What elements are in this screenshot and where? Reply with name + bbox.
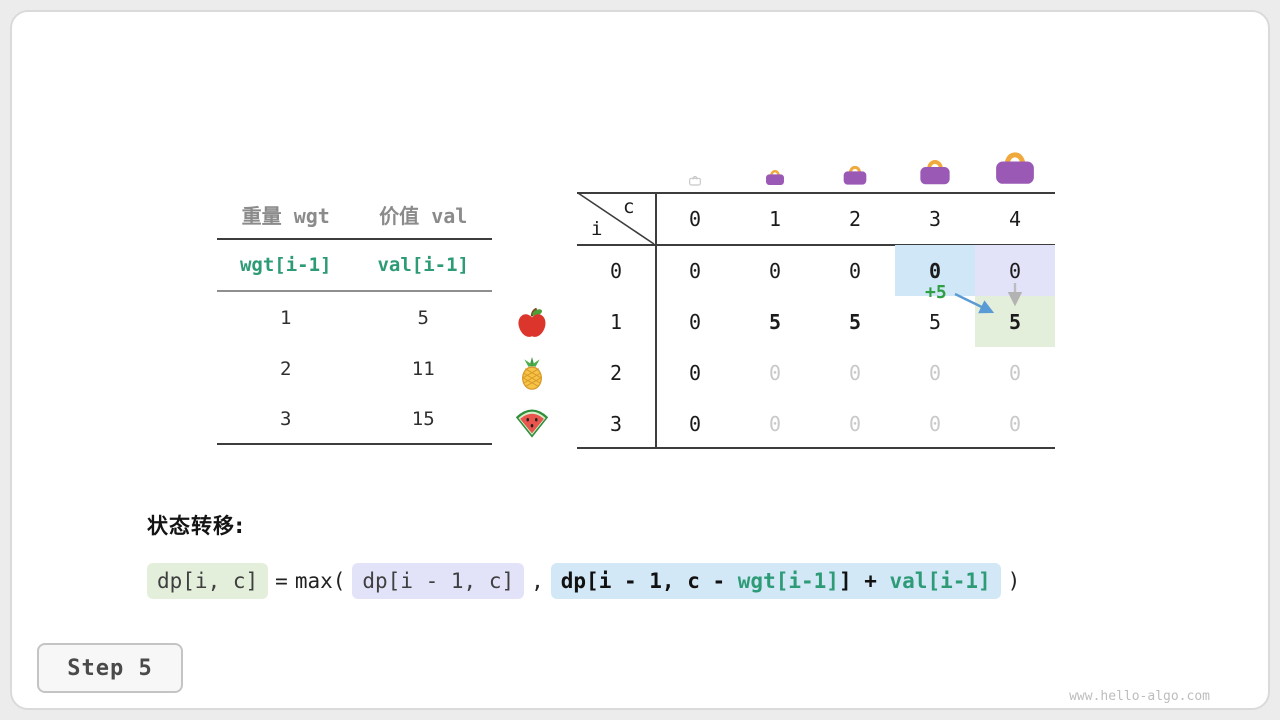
dp-cell-source-blue: 0: [895, 245, 975, 296]
dp-row-header: 0: [609, 258, 623, 283]
dp-cell: 0: [688, 411, 702, 436]
dp-cell: 5: [768, 309, 782, 334]
step-badge: Step 5: [37, 643, 183, 693]
dp-cell: 0: [928, 411, 942, 436]
dp-top-rule: [577, 192, 1055, 194]
dp-col-header: 3: [928, 206, 942, 231]
dp-cell: 5: [848, 309, 862, 334]
corner-diagonal: [577, 192, 655, 245]
dp-cell: 0: [768, 411, 782, 436]
items-table-row: 1 5: [217, 292, 492, 343]
watermelon-icon: [515, 407, 549, 441]
dp-table: c i 0 1 2 3 4 0 1 2 3 0 0 0 0 0 0 5 5 5 …: [577, 192, 1055, 449]
dp-bottom-rule: [577, 447, 1055, 449]
formula-arg2-chip: dp[i - 1, c - wgt[i-1]] + val[i-1]: [550, 563, 1001, 599]
item-val: 11: [411, 357, 435, 380]
formula-arg2-wgt: wgt[i-1]: [737, 569, 839, 593]
bag-icon-lg: [917, 155, 953, 186]
items-formula-val: val[i-1]: [377, 254, 469, 276]
bag-icon-xl: [992, 146, 1038, 186]
items-header-weight: 重量 wgt: [241, 203, 330, 228]
formula-close-paren: ): [1007, 569, 1021, 593]
items-table-row: 2 11: [217, 343, 492, 394]
dp-cell-current-green: 5: [975, 296, 1055, 347]
formula-max-open: max(: [294, 569, 346, 593]
item-wgt: 3: [280, 407, 292, 430]
dp-cell: 0: [1008, 411, 1022, 436]
dp-cell: 0: [848, 360, 862, 385]
formula-comma: ,: [531, 569, 544, 593]
dp-row-header: 1: [609, 309, 623, 334]
dp-cell: 0: [688, 360, 702, 385]
dp-cell: 0: [768, 360, 782, 385]
corner-col-var: c: [623, 196, 635, 218]
bag-icon-md: [841, 162, 869, 186]
dp-cell: 0: [688, 309, 702, 334]
plus-five-annotation: +5: [925, 282, 947, 303]
corner-row-var: i: [591, 218, 603, 240]
dp-row-header: 2: [609, 360, 623, 385]
dp-cell: 0: [928, 360, 942, 385]
item-val: 5: [417, 306, 429, 329]
dp-row-header: 3: [609, 411, 623, 436]
formula-arg2-prefix: dp[i - 1, c -: [560, 569, 738, 593]
main-card: 重量 wgt 价值 val wgt[i-1] val[i-1] 1 5 2 11…: [10, 10, 1270, 710]
dp-cell: 0: [768, 258, 782, 283]
bag-icon-xs-faint: [688, 174, 702, 186]
formula-arg2-infix: ] +: [838, 569, 890, 593]
apple-icon: [515, 306, 549, 340]
dp-col-header: 2: [848, 206, 862, 231]
items-table-formula-row: wgt[i-1] val[i-1]: [217, 240, 492, 292]
item-wgt: 1: [280, 306, 292, 329]
watermark: www.hello-algo.com: [1069, 689, 1210, 704]
formula-arg2-val: val[i-1]: [889, 569, 991, 593]
formula-equals: =: [275, 569, 288, 593]
items-table-row: 3 15: [217, 394, 492, 445]
transition-formula: dp[i, c] = max( dp[i - 1, c] , dp[i - 1,…: [147, 563, 1027, 599]
pineapple-icon: [515, 356, 549, 390]
items-header-value: 价值 val: [379, 203, 468, 228]
dp-col-header: 0: [688, 206, 702, 231]
dp-header-rule: [577, 244, 1055, 246]
formula-arg1-chip: dp[i - 1, c]: [352, 563, 525, 599]
dp-col-header: 4: [1008, 206, 1022, 231]
items-table-header-row: 重量 wgt 价值 val: [217, 190, 492, 240]
dp-col-header: 1: [768, 206, 782, 231]
dp-cell: 0: [688, 258, 702, 283]
dp-cell-source-lavender: 0: [975, 245, 1055, 296]
dp-cell: 0: [848, 411, 862, 436]
items-table: 重量 wgt 价值 val wgt[i-1] val[i-1] 1 5 2 11…: [217, 190, 492, 445]
formula-lhs-chip: dp[i, c]: [147, 563, 269, 599]
item-val: 15: [411, 407, 435, 430]
bag-icon-sm: [764, 167, 786, 186]
dp-cell: 0: [1008, 360, 1022, 385]
item-wgt: 2: [280, 357, 292, 380]
dp-cell: 0: [848, 258, 862, 283]
items-formula-wgt: wgt[i-1]: [239, 254, 332, 276]
dp-cell: 5: [928, 309, 942, 334]
dp-vertical-rule: [655, 192, 657, 449]
transition-title: 状态转移:: [147, 514, 245, 538]
